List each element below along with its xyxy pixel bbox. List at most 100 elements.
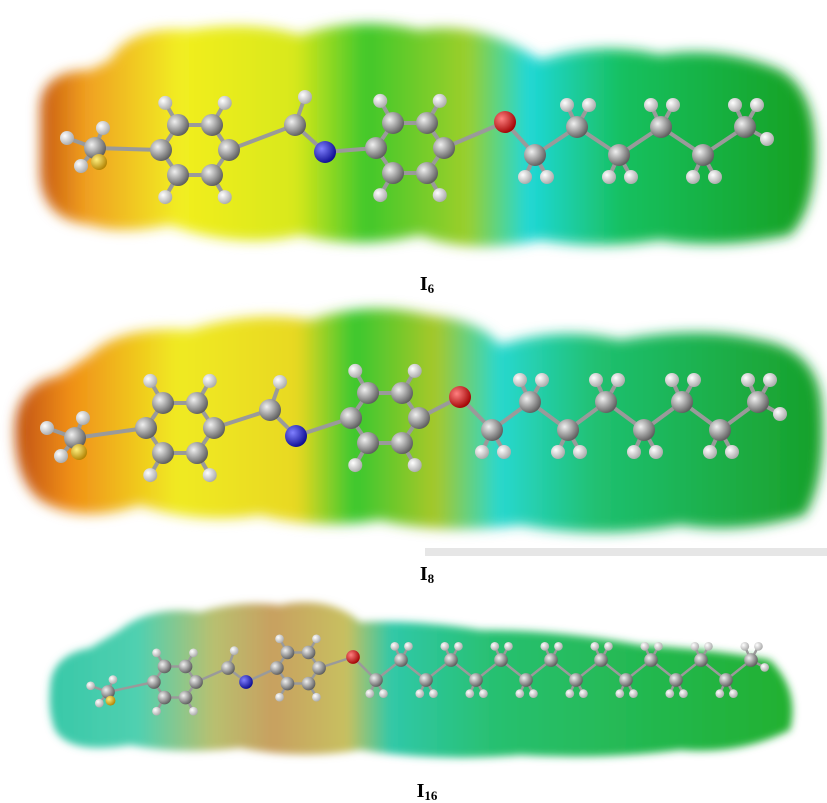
atom (105, 695, 116, 706)
atom (365, 137, 387, 159)
atom (108, 675, 118, 684)
atom (346, 650, 360, 664)
atom (201, 113, 223, 136)
atom (529, 689, 538, 698)
atom (373, 93, 388, 108)
atom (540, 642, 550, 651)
atom (147, 675, 161, 689)
atom (754, 642, 763, 651)
atom (494, 111, 516, 133)
atom (644, 98, 658, 112)
atom (633, 419, 655, 441)
atom (519, 391, 541, 413)
atom (407, 458, 422, 473)
atom (569, 673, 583, 687)
atom (719, 673, 733, 687)
atom (504, 642, 513, 651)
atom (709, 419, 731, 441)
atom (519, 673, 533, 687)
atom (557, 419, 579, 441)
bond (442, 120, 507, 150)
atom (479, 689, 488, 698)
molecule (60, 90, 774, 205)
atom (590, 642, 600, 651)
atom (275, 634, 284, 644)
atom (357, 432, 379, 455)
atom (619, 673, 633, 687)
atom (60, 131, 74, 145)
bond (93, 146, 163, 152)
atom (217, 190, 232, 205)
atom (432, 188, 447, 203)
atom (740, 642, 750, 651)
atom (280, 645, 295, 660)
atom (314, 141, 336, 163)
atom (497, 445, 511, 459)
atom (340, 407, 362, 429)
atom (469, 673, 483, 687)
label-letter: I (420, 563, 428, 585)
atom (394, 653, 408, 667)
atom (540, 170, 554, 184)
atom (627, 445, 641, 459)
atom (582, 98, 596, 112)
atom (694, 653, 708, 667)
atom (513, 373, 527, 387)
atom (301, 645, 316, 660)
label-subscript: 6 (428, 281, 435, 296)
atom (624, 170, 638, 184)
atom (449, 386, 471, 408)
atom (167, 164, 189, 187)
atom (666, 98, 680, 112)
atom (365, 689, 375, 698)
atom (101, 685, 115, 699)
atom (285, 425, 307, 447)
atom (202, 373, 217, 388)
molecule (40, 363, 787, 483)
atom (665, 689, 675, 698)
atom (704, 642, 713, 651)
bond (73, 426, 148, 440)
atom (760, 132, 774, 146)
atom (404, 642, 413, 651)
figure-label: I6 (420, 273, 435, 296)
atom (715, 689, 725, 698)
atom (348, 458, 363, 473)
atom (551, 445, 565, 459)
atom (640, 642, 650, 651)
atom (602, 170, 616, 184)
atom (152, 442, 174, 465)
atom (186, 391, 208, 414)
atom (348, 363, 363, 378)
atom (465, 689, 475, 698)
atom (560, 98, 574, 112)
atom (186, 442, 208, 465)
atom (239, 675, 253, 689)
atom (544, 653, 558, 667)
atom (708, 170, 722, 184)
atom (440, 642, 450, 651)
atom (728, 98, 742, 112)
atom (390, 642, 400, 651)
atom (71, 444, 87, 460)
atom (686, 170, 700, 184)
atom (615, 689, 625, 698)
molecule (86, 634, 769, 716)
atom (189, 675, 203, 689)
atom (280, 676, 295, 691)
atom (703, 445, 717, 459)
atom (74, 159, 88, 173)
atom (763, 373, 777, 387)
atom (408, 407, 430, 429)
atom (524, 144, 546, 166)
figure-label: I8 (420, 563, 435, 586)
atom (669, 673, 683, 687)
atom (391, 381, 413, 404)
atom (518, 170, 532, 184)
atom (444, 653, 458, 667)
atom (611, 373, 625, 387)
figure-label: I16 (417, 780, 438, 803)
atom (301, 676, 316, 691)
atom (158, 95, 173, 110)
atom (734, 116, 756, 138)
